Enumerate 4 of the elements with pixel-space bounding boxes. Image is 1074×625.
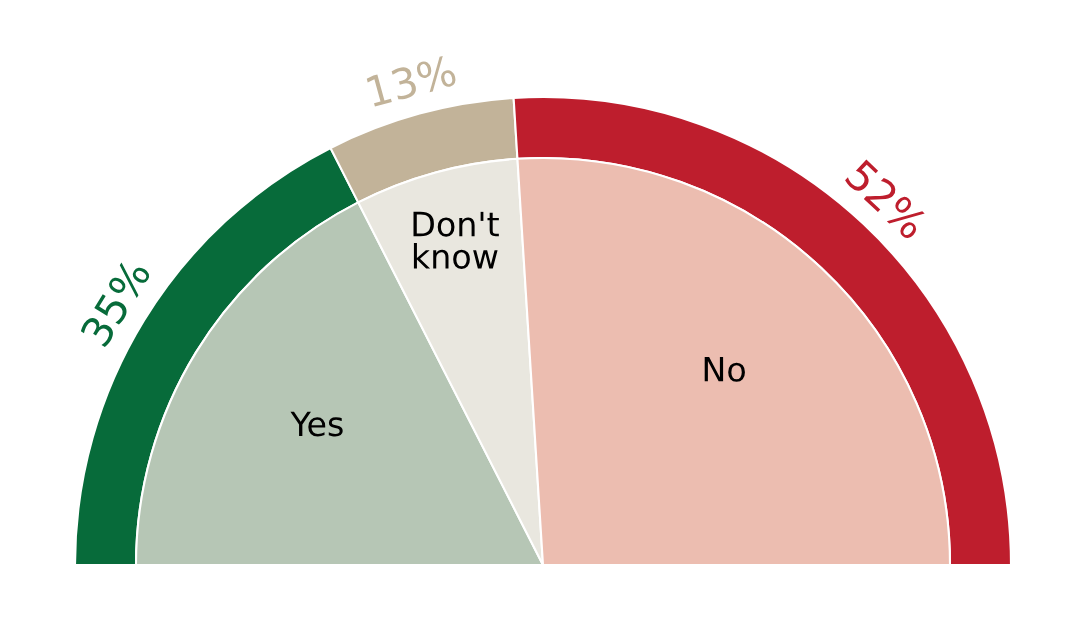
slice-label: Yes [290, 411, 343, 437]
slice-label: Don't know [413, 211, 499, 269]
data-label: 13% [366, 54, 458, 108]
slice-label: No [704, 357, 745, 382]
